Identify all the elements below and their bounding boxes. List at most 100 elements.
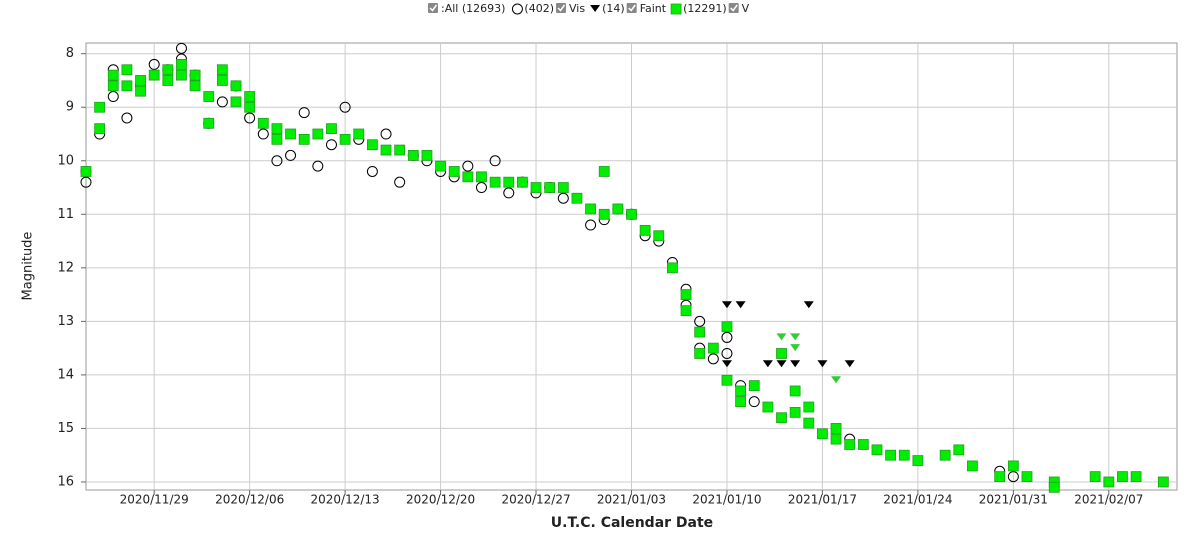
v-point — [571, 192, 583, 204]
v-point — [789, 406, 801, 418]
legend-checkbox — [428, 3, 438, 13]
v-point — [953, 444, 965, 456]
v-point — [707, 342, 719, 354]
v-point — [421, 150, 433, 161]
v-point — [612, 203, 624, 215]
v-point — [721, 374, 733, 386]
y-tick-label: 8 — [66, 46, 74, 61]
vis-point — [462, 160, 474, 172]
v-point — [735, 385, 746, 397]
v-point — [230, 80, 242, 92]
y-tick-label: 14 — [57, 367, 74, 382]
v-point — [830, 433, 842, 445]
legend-check — [429, 4, 438, 12]
v-point — [557, 182, 569, 193]
legend-marker — [670, 3, 682, 15]
faint-point — [790, 333, 801, 341]
v-point — [312, 128, 324, 140]
vis-point — [148, 58, 160, 70]
v-point — [285, 128, 296, 140]
vis-point — [394, 176, 406, 188]
v-point — [967, 460, 978, 472]
v-point — [1048, 481, 1060, 493]
vis-point — [107, 91, 119, 103]
x-tick-label: 2020/12/27 — [501, 493, 570, 507]
vis-point — [503, 187, 515, 199]
vis-point — [257, 128, 269, 140]
vis-point — [585, 219, 597, 231]
v-point — [489, 176, 501, 188]
vis-point — [748, 396, 760, 408]
x-tick-label: 2021/02/07 — [1074, 493, 1143, 507]
vis-point — [1007, 471, 1019, 483]
v-point — [503, 176, 515, 188]
v-point — [298, 133, 310, 145]
v-point — [598, 208, 610, 220]
legend-checkbox — [728, 3, 739, 13]
vis-point — [298, 107, 310, 119]
vis-point — [285, 149, 297, 161]
x-tick-label: 2021/01/17 — [788, 493, 857, 507]
vis-point — [707, 353, 719, 365]
faint-point — [721, 360, 732, 368]
v-point — [244, 101, 256, 113]
faint-point — [844, 360, 855, 368]
y-tick-label: 16 — [57, 474, 74, 489]
v-point — [121, 64, 133, 76]
v-point — [339, 133, 351, 145]
v-point — [762, 401, 774, 413]
vis-point — [175, 42, 187, 54]
v-point — [530, 182, 542, 193]
v-point — [176, 59, 187, 70]
faint-point — [790, 344, 801, 352]
vis-point — [380, 128, 392, 140]
v-point — [435, 160, 446, 172]
y-tick-label: 9 — [66, 100, 74, 115]
legend-count: (402) — [524, 2, 554, 15]
v-point — [448, 166, 460, 177]
v-point — [121, 80, 133, 92]
v-point — [1130, 471, 1142, 483]
v-point — [830, 423, 842, 434]
v-point — [216, 64, 228, 76]
vis-point — [312, 160, 324, 172]
v-point — [462, 171, 474, 183]
faint-point — [776, 333, 787, 341]
v-point — [994, 471, 1006, 483]
faint-point — [803, 301, 814, 309]
y-tick-label: 10 — [57, 153, 74, 168]
legend-count: (14) — [602, 2, 625, 15]
v-point — [803, 417, 815, 429]
v-point — [476, 171, 487, 183]
v-point — [326, 123, 337, 135]
v-point — [626, 208, 637, 220]
v-point — [189, 69, 201, 81]
vis-point — [244, 112, 256, 124]
vis-point — [366, 165, 378, 177]
v-point — [80, 166, 92, 177]
v-point — [789, 385, 801, 397]
vis-point — [557, 192, 569, 204]
v-point — [735, 396, 746, 408]
vis-point — [475, 182, 487, 194]
x-tick-label: 2021/01/10 — [692, 493, 761, 507]
x-axis-title: U.T.C. Calendar Date — [551, 515, 713, 531]
v-point — [680, 289, 692, 301]
faint-point — [776, 360, 787, 368]
y-axis-title: Magnitude — [21, 232, 36, 301]
v-point — [667, 262, 678, 274]
v-point — [598, 166, 610, 177]
v-point — [203, 91, 215, 102]
v-point — [1103, 476, 1115, 488]
v-point — [366, 139, 378, 151]
legend-label: V — [742, 2, 750, 15]
x-tick-label: 2020/11/29 — [120, 493, 189, 507]
v-point — [517, 176, 528, 188]
v-point — [189, 80, 201, 92]
v-point — [162, 64, 174, 76]
v-point — [721, 321, 733, 333]
v-point — [244, 91, 256, 102]
v-point — [135, 85, 146, 97]
